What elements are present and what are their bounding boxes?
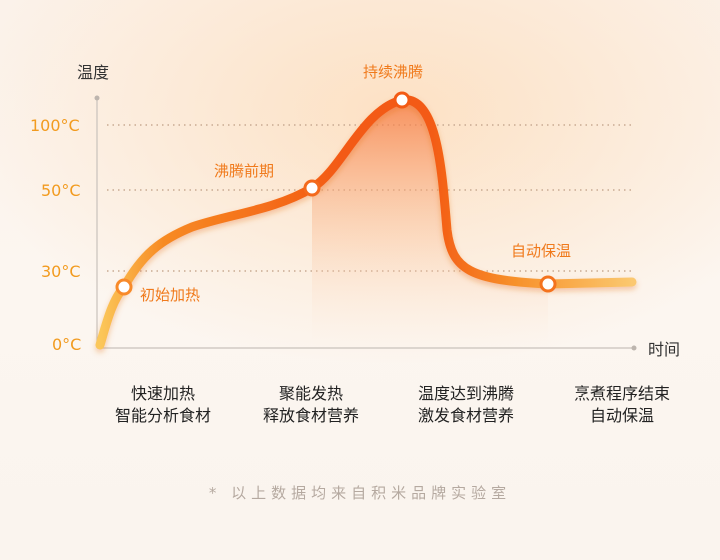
marker-auto-keep-warm (539, 275, 557, 293)
annotation-label: 初始加热 (140, 286, 200, 304)
y-tick-label: 50°C (41, 181, 81, 200)
curve-area-fill (312, 99, 548, 349)
phase-line: 聚能发热 (278, 384, 343, 403)
phase-description: 快速加热 智能分析食材 (88, 383, 238, 427)
x-axis-label: 时间 (648, 340, 680, 359)
phase-line: 释放食材营养 (262, 406, 359, 425)
y-tick-label: 0°C (52, 335, 81, 354)
phase-line: 快速加热 (130, 384, 195, 403)
y-axis-label: 温度 (77, 63, 109, 82)
y-tick-label: 30°C (41, 262, 81, 281)
marker-continuous-boil (393, 91, 411, 109)
marker-pre-boil (303, 179, 321, 197)
y-tick-label: 100°C (30, 116, 80, 135)
annotation-label: 持续沸腾 (363, 63, 423, 81)
x-axis-end-dot (631, 345, 637, 351)
phase-line: 自动保温 (589, 406, 654, 425)
phase-description: 温度达到沸腾 激发食材营养 (391, 383, 541, 427)
annotation-label: 沸腾前期 (214, 162, 274, 180)
phase-description: 烹煮程序结束 自动保温 (547, 383, 697, 427)
footnote: * 以上数据均来自积米品牌实验室 (208, 484, 512, 502)
phase-line: 激发食材营养 (417, 406, 514, 425)
phase-line: 智能分析食材 (114, 406, 211, 425)
temperature-curve (95, 95, 637, 350)
annotation-label: 自动保温 (511, 242, 571, 260)
phase-line: 温度达到沸腾 (417, 384, 514, 403)
y-axis-end-dot (94, 95, 100, 101)
phase-description: 聚能发热 释放食材营养 (236, 383, 386, 427)
phase-line: 烹煮程序结束 (573, 384, 670, 403)
marker-initial-heating (115, 278, 133, 296)
